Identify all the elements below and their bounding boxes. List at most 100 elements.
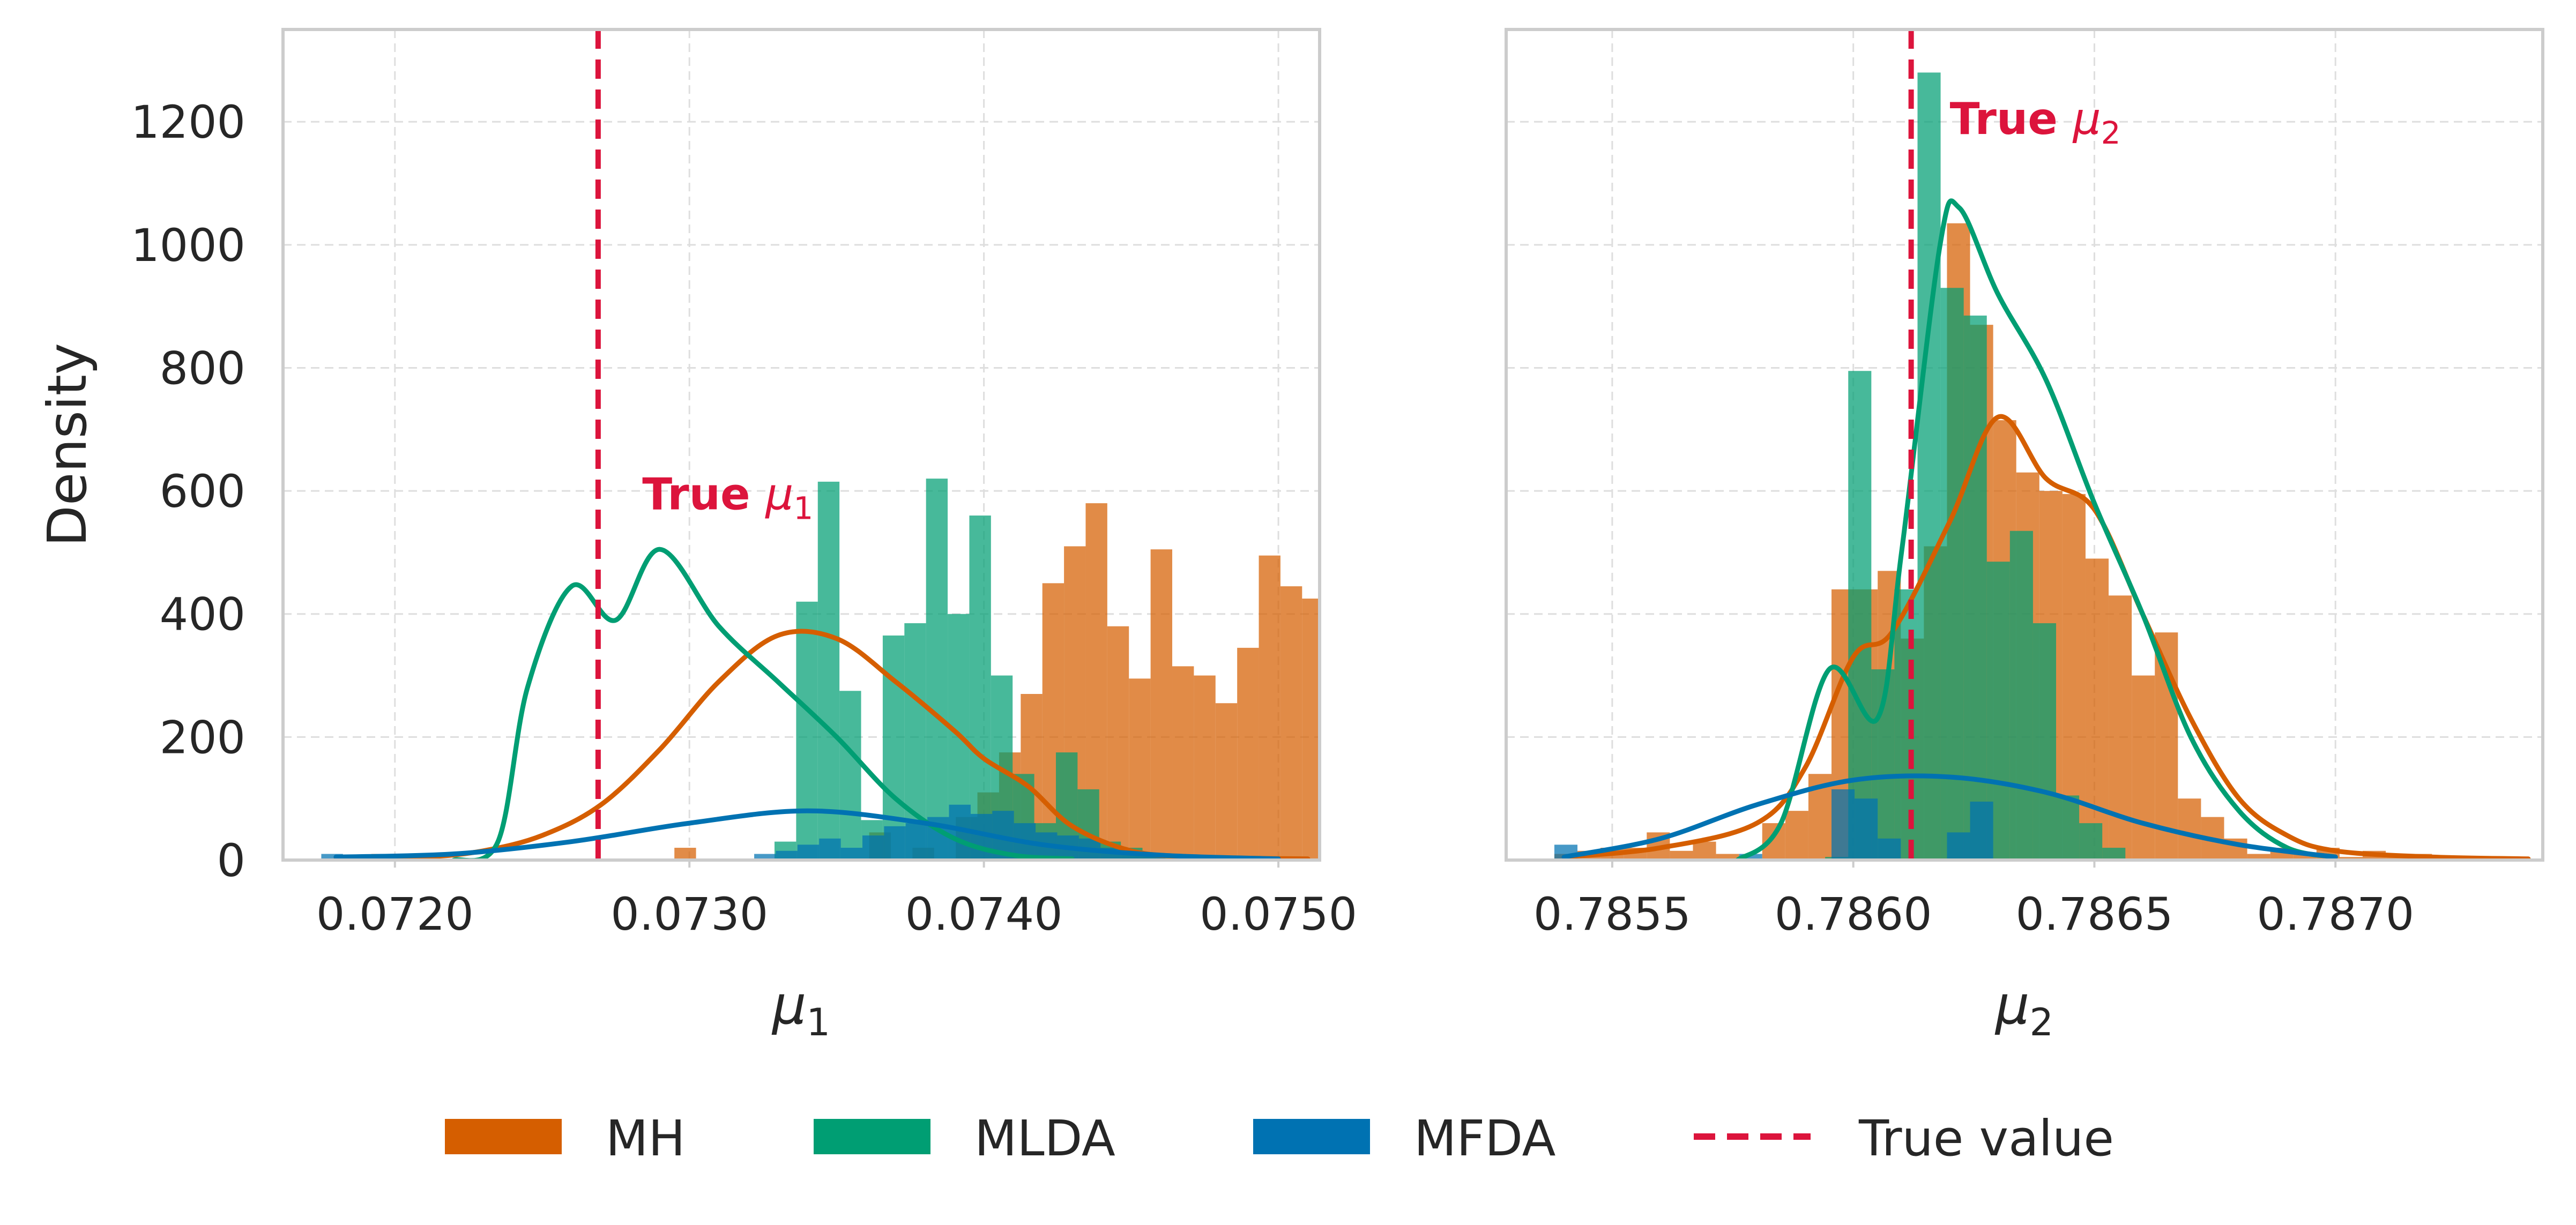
x-tick-label: 0.7870 — [2257, 888, 2414, 940]
true-value-annotation: True μ1 — [642, 469, 813, 527]
y-tick-label: 0 — [217, 834, 245, 887]
hist-bar-mfda — [1947, 832, 1970, 860]
legend-label-mfda: MFDA — [1414, 1110, 1556, 1167]
kde-line-mlda — [451, 547, 1075, 860]
hist-bar-mlda — [2009, 531, 2033, 860]
hist-bar-mh — [1432, 623, 1454, 860]
x-tick-label: 0.0750 — [1200, 888, 1357, 940]
hist-bar-mh — [674, 848, 696, 860]
hist-bar-mh — [1280, 586, 1302, 860]
x-tick-labels: 0.7855 0.7860 0.7865 0.7870 — [1533, 860, 2414, 940]
y-tick-label: 800 — [160, 342, 245, 394]
legend: MH MLDA MFDA True value — [445, 1110, 2114, 1167]
hist-bar-mh — [1785, 811, 1808, 860]
x-tick-label: 0.0740 — [905, 888, 1063, 940]
hist-bar-mh — [1259, 555, 1280, 860]
true-value-annotation: True μ2 — [1950, 94, 2121, 151]
hist-bar-mfda — [819, 838, 841, 860]
legend-label-true-value: True value — [1858, 1110, 2114, 1167]
hist-bar-mfda — [1855, 798, 1878, 860]
hist-bar-mfda — [1832, 789, 1855, 860]
legend-swatch-mh — [445, 1119, 562, 1154]
hist-bar-mh — [2178, 798, 2201, 860]
hist-bar-mh — [1129, 678, 1151, 860]
hist-bar-mh — [1693, 841, 1716, 860]
x-tick-label: 0.0720 — [316, 888, 474, 940]
hist-bar-mlda — [1894, 589, 1918, 860]
kde-line-mfda — [333, 808, 1281, 860]
hist-bar-mh — [1454, 777, 1475, 860]
hist-bar-mh — [1324, 485, 1345, 860]
legend-label-mh: MH — [606, 1110, 686, 1167]
hist-bar-mh — [1518, 651, 1540, 860]
hist-bar-mh — [2132, 675, 2155, 860]
hist-bar-mh — [2293, 854, 2317, 860]
y-tick-labels: 0 200 400 600 800 1000 1200 — [131, 96, 245, 887]
hist-bar-mlda — [969, 516, 991, 860]
x-axis-label-mu2: μ2 — [1994, 974, 2053, 1044]
x-tick-label: 0.7860 — [1775, 888, 1932, 940]
hist-bar-mh — [1410, 636, 1432, 860]
y-tick-label: 1000 — [131, 219, 245, 272]
kde-line-mlda — [1735, 198, 2338, 860]
hist-bar-mh — [1389, 678, 1410, 860]
hist-bar-mlda — [2102, 848, 2126, 860]
hist-bar-mh — [1172, 666, 1194, 860]
hist-bar-mh — [1367, 676, 1388, 860]
hist-bar-mh — [1194, 675, 1216, 860]
x-tick-labels: 0.0720 0.0730 0.0740 0.0750 — [316, 860, 1357, 940]
hist-bar-mh — [1150, 549, 1173, 860]
subplot-mu2: True μ2 0.7855 0.7860 0.7865 0.7870 μ2 — [1505, 28, 2544, 1044]
hist-bar-mh — [1716, 854, 1739, 860]
hist-bar-mh — [2247, 854, 2270, 860]
plot-frame — [1505, 28, 2544, 862]
hist-bar-mlda — [1917, 72, 1941, 860]
hist-bar-mh — [1475, 706, 1497, 860]
hist-bar-mfda — [776, 850, 798, 860]
x-tick-label: 0.7855 — [1533, 888, 1691, 940]
x-tick-label: 0.0730 — [611, 888, 768, 940]
hist-bar-mfda — [1739, 854, 1762, 860]
hist-bar-mh — [1302, 599, 1320, 860]
hist-bar-mlda — [1940, 288, 1964, 860]
legend-label-mlda: MLDA — [974, 1110, 1115, 1167]
hist-bar-mfda — [884, 826, 906, 860]
y-tick-label: 600 — [160, 465, 245, 518]
y-tick-label: 200 — [160, 711, 245, 764]
hist-bar-mlda — [796, 601, 818, 860]
histogram-bars — [1554, 72, 2432, 860]
hist-bar-mfda — [754, 854, 776, 860]
plot-frame — [281, 28, 1321, 862]
x-tick-label: 0.7865 — [2015, 888, 2173, 940]
kde-lines — [333, 547, 1311, 860]
hist-bar-mlda — [2056, 795, 2080, 860]
kde-lines — [1561, 198, 2531, 860]
hist-bar-mfda — [797, 845, 820, 860]
y-axis-label: Density — [36, 343, 99, 547]
hist-bar-mfda — [862, 835, 884, 860]
x-axis-label-mu1: μ1 — [771, 974, 830, 1044]
hist-bar-mlda — [1848, 371, 1872, 860]
hist-bar-mfda — [840, 848, 863, 860]
hist-bar-mh — [2085, 558, 2109, 860]
hist-bar-mh — [1237, 647, 1259, 860]
hist-bar-mlda — [839, 691, 861, 860]
hist-bar-mfda — [1970, 801, 1993, 860]
hist-bar-mlda — [1963, 315, 1987, 860]
hist-bar-mlda — [2079, 823, 2103, 860]
legend-swatch-mlda — [814, 1119, 930, 1154]
hist-bar-mfda — [905, 823, 928, 860]
hist-bar-mlda — [817, 481, 840, 860]
legend-swatch-mfda — [1253, 1119, 1370, 1154]
hist-bar-mh — [1670, 850, 1693, 860]
hist-bar-mfda — [321, 854, 343, 860]
y-tick-label: 1200 — [131, 96, 245, 148]
hist-bar-mh — [1215, 703, 1238, 860]
y-tick-label: 400 — [160, 588, 245, 641]
hist-bar-mh — [1345, 562, 1367, 860]
hist-bar-mlda — [926, 479, 948, 860]
hist-bar-mfda — [1878, 838, 1901, 860]
kde-line-mfda — [1561, 773, 2338, 860]
